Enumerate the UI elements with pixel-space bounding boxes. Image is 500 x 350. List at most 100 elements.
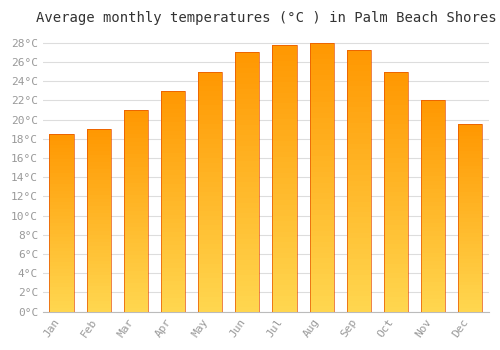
Bar <box>310 156 334 161</box>
Bar <box>236 234 260 239</box>
Bar <box>421 299 445 303</box>
Bar <box>384 211 408 216</box>
Bar <box>198 81 222 86</box>
Bar <box>384 206 408 211</box>
Bar <box>236 281 260 286</box>
Bar <box>198 307 222 312</box>
Bar <box>86 206 111 210</box>
Bar <box>161 135 185 139</box>
Bar <box>347 280 371 286</box>
Bar <box>347 50 371 55</box>
Bar <box>384 307 408 312</box>
Bar <box>161 153 185 157</box>
Bar <box>384 268 408 273</box>
Bar <box>384 192 408 196</box>
Bar <box>124 175 148 178</box>
Bar <box>384 72 408 312</box>
Bar <box>50 241 74 244</box>
Bar <box>50 141 74 145</box>
Bar <box>272 226 296 232</box>
Bar <box>161 91 185 312</box>
Bar <box>50 177 74 180</box>
Bar <box>458 229 482 233</box>
Bar <box>236 52 260 312</box>
Bar <box>347 91 371 97</box>
Bar <box>310 290 334 295</box>
Bar <box>50 187 74 191</box>
Bar <box>236 229 260 234</box>
Bar <box>236 291 260 296</box>
Bar <box>124 211 148 215</box>
Bar <box>86 129 111 312</box>
Bar <box>86 231 111 235</box>
Bar <box>272 114 296 119</box>
Bar <box>421 155 445 160</box>
Bar <box>50 283 74 287</box>
Bar <box>161 215 185 219</box>
Bar <box>384 283 408 288</box>
Bar <box>236 99 260 104</box>
Bar <box>421 109 445 113</box>
Bar <box>272 232 296 237</box>
Bar <box>421 164 445 168</box>
Bar <box>310 161 334 167</box>
Bar <box>384 91 408 96</box>
Bar <box>124 118 148 122</box>
Bar <box>458 267 482 271</box>
Bar <box>124 167 148 170</box>
Bar <box>384 129 408 134</box>
Bar <box>458 173 482 177</box>
Bar <box>198 125 222 129</box>
Bar <box>347 139 371 144</box>
Bar <box>161 139 185 144</box>
Bar <box>421 278 445 282</box>
Bar <box>272 88 296 93</box>
Bar <box>310 269 334 274</box>
Bar <box>347 244 371 249</box>
Bar <box>161 157 185 161</box>
Bar <box>421 172 445 176</box>
Bar <box>458 248 482 252</box>
Bar <box>236 110 260 115</box>
Bar <box>236 182 260 187</box>
Bar <box>384 139 408 144</box>
Bar <box>421 227 445 231</box>
Bar <box>421 185 445 189</box>
Bar <box>310 97 334 102</box>
Bar <box>458 128 482 132</box>
Bar <box>86 195 111 198</box>
Bar <box>50 134 74 312</box>
Bar <box>272 157 296 162</box>
Bar <box>124 235 148 239</box>
Bar <box>272 119 296 125</box>
Bar <box>161 113 185 117</box>
Bar <box>310 124 334 129</box>
Bar <box>384 100 408 105</box>
Bar <box>458 203 482 207</box>
Bar <box>347 160 371 165</box>
Bar <box>124 227 148 231</box>
Bar <box>86 159 111 162</box>
Bar <box>198 148 222 153</box>
Bar <box>347 265 371 270</box>
Bar <box>421 181 445 185</box>
Bar <box>161 245 185 250</box>
Bar <box>458 158 482 162</box>
Bar <box>458 162 482 166</box>
Bar <box>272 109 296 114</box>
Bar <box>236 187 260 192</box>
Bar <box>421 126 445 130</box>
Bar <box>310 258 334 263</box>
Bar <box>198 225 222 230</box>
Bar <box>124 142 148 146</box>
Bar <box>161 259 185 263</box>
Bar <box>198 72 222 312</box>
Bar <box>310 199 334 204</box>
Bar <box>310 107 334 113</box>
Bar <box>86 275 111 279</box>
Bar <box>347 107 371 112</box>
Bar <box>421 130 445 134</box>
Bar <box>458 207 482 211</box>
Bar <box>347 291 371 296</box>
Bar <box>310 204 334 210</box>
